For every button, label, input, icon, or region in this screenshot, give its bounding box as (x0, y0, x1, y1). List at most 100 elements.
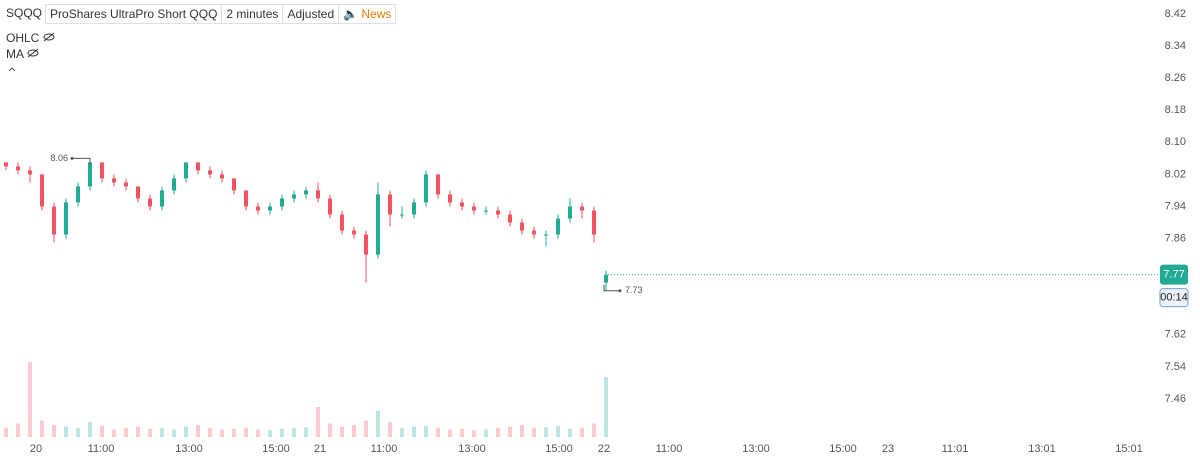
volume-bar (76, 428, 80, 437)
volume-bar (304, 427, 308, 437)
y-tick-label: 8.18 (1165, 104, 1186, 116)
news-label[interactable]: News (361, 7, 392, 21)
candle-body (436, 174, 440, 195)
indicator[interactable]: OHLC (6, 30, 55, 46)
description: ProShares UltraPro Short QQQ (45, 4, 223, 24)
volume-bar (160, 428, 164, 437)
candle-body (424, 174, 428, 203)
y-tick-label: 7.54 (1165, 361, 1186, 373)
candle-body (4, 162, 8, 167)
candle-body (592, 210, 596, 235)
candle-body (52, 206, 56, 235)
news[interactable]: 🔈 News (338, 4, 397, 24)
volume-bar (520, 425, 524, 437)
volume-bar (484, 429, 488, 437)
volume-bar (112, 429, 116, 437)
volume-bar (352, 425, 356, 437)
volume-bar (64, 426, 68, 437)
candle-body (28, 170, 32, 175)
candle-body (124, 182, 128, 187)
symbol[interactable]: SQQQ (4, 4, 47, 24)
volume-bar (580, 428, 584, 437)
countdown-box (1159, 288, 1189, 308)
volume-bar (316, 407, 320, 437)
candle-body (364, 234, 368, 255)
candle-body (568, 206, 572, 219)
candle-body (604, 274, 608, 283)
candle-body (160, 190, 164, 207)
candle-body (580, 206, 584, 211)
header: SQQQ ProShares UltraPro Short QQQ 2 minu… (4, 4, 397, 24)
candle-body (328, 198, 332, 215)
volume-bar (208, 428, 212, 437)
candle-body (532, 230, 536, 235)
volume-bar (376, 410, 380, 437)
indicator[interactable]: MA (6, 46, 55, 62)
volume-bar (460, 428, 464, 437)
low-leader (603, 284, 620, 292)
candle-body (400, 214, 404, 216)
volume-bar (328, 423, 332, 437)
countdown: 00:14 (1160, 292, 1188, 304)
volume-bar (256, 429, 260, 437)
candle-body (388, 194, 392, 215)
volume-bar (340, 426, 344, 437)
y-tick-label: 7.46 (1165, 393, 1186, 405)
volume-bar (448, 429, 452, 437)
volume-bar (232, 428, 236, 437)
volume-bar (16, 423, 20, 437)
x-tick-label: 11:00 (371, 443, 398, 455)
volume-bar (592, 423, 596, 437)
candle-body (136, 186, 140, 199)
x-tick-label: 13:00 (742, 443, 770, 455)
volume-bar (136, 426, 140, 437)
candle-body (88, 162, 92, 187)
candle-body (472, 206, 476, 211)
chevron[interactable] (6, 64, 18, 74)
volume-bar (124, 428, 128, 437)
x-tick-label: 22 (598, 443, 610, 455)
volume-bar (4, 428, 8, 437)
y-tick-label: 8.10 (1165, 136, 1186, 148)
collapse[interactable] (6, 62, 55, 78)
candle-body (112, 178, 116, 183)
candle-body (172, 178, 176, 191)
volume-bar (604, 377, 608, 437)
volume-bar (544, 427, 548, 437)
eye-icon[interactable] (43, 32, 55, 42)
candle-body (40, 174, 44, 207)
high-label: 8.06 (50, 153, 68, 163)
volume-bar (388, 422, 392, 437)
candle-body (484, 210, 488, 212)
candle-body (64, 202, 68, 235)
candle-body (256, 206, 260, 211)
candle-body (292, 194, 296, 199)
candle-body (220, 174, 224, 179)
candle-body (148, 198, 152, 207)
x-tick-label: 11:01 (942, 443, 969, 455)
y-tick-label: 8.26 (1165, 72, 1186, 84)
candle-body (508, 214, 512, 223)
volume-bar (472, 430, 476, 437)
volume-bar (40, 420, 44, 437)
y-tick-label: 7.94 (1165, 200, 1186, 212)
interval[interactable]: 2 minutes (221, 4, 284, 24)
candle-body (244, 190, 248, 207)
volume-bar (268, 430, 272, 437)
adjustment[interactable]: Adjusted (282, 4, 340, 24)
x-tick-label: 21 (314, 443, 326, 455)
indicator-label: OHLC (6, 31, 40, 45)
volume-bar (172, 429, 176, 437)
low-label: 7.73 (625, 285, 643, 295)
candle-body (448, 194, 452, 203)
y-tick-label: 7.86 (1165, 232, 1186, 244)
volume-bar (424, 425, 428, 437)
eye-icon[interactable] (27, 48, 39, 58)
y-tick-label: 7.62 (1165, 329, 1186, 341)
volume-bar (100, 425, 104, 437)
volume-bar (28, 362, 32, 437)
x-tick-label: 15:01 (1115, 443, 1143, 455)
candle-body (208, 170, 212, 175)
candle-body (76, 186, 80, 203)
